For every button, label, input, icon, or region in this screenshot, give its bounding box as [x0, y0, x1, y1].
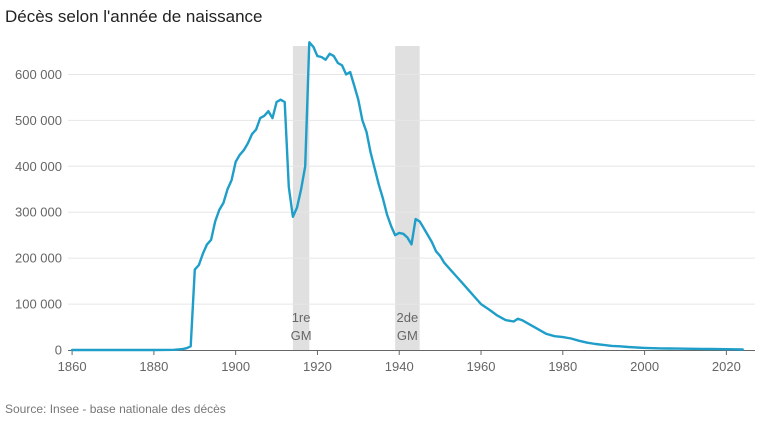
y-tick-label-3: 300 000 — [15, 205, 62, 220]
y-axis-ticks: 0 100 000 200 000 300 000 400 000 500 000 600 … — [15, 67, 62, 358]
x-tick-label-2: 1900 — [221, 359, 250, 374]
x-tick-label-6: 1980 — [548, 359, 577, 374]
x-tick-label-8: 2020 — [712, 359, 741, 374]
x-axis-ticks: 1860 1880 1900 1920 1940 1960 1980 2000 2020 — [58, 350, 741, 374]
grid-lines — [68, 73, 755, 305]
chart-title: Décès selon l'année de naissance — [5, 7, 262, 26]
x-tick-label-1: 1880 — [139, 359, 168, 374]
period-label-1-line-1: GM — [397, 328, 418, 343]
period-label-0-line-1: GM — [291, 328, 312, 343]
series-line-0 — [70, 41, 744, 352]
source-note: Source: Insee - base nationale des décès — [5, 402, 226, 416]
shaded-periods — [292, 46, 420, 350]
y-tick-label-5: 500 000 — [15, 113, 62, 128]
x-tick-label-3: 1920 — [303, 359, 332, 374]
x-tick-label-0: 1860 — [58, 359, 87, 374]
series-group — [70, 41, 744, 352]
x-tick-label-7: 2000 — [630, 359, 659, 374]
y-tick-label-2: 200 000 — [15, 251, 62, 266]
shaded-period-1 — [395, 46, 420, 350]
y-tick-label-6: 600 000 — [15, 67, 62, 82]
x-tick-label-5: 1960 — [467, 359, 496, 374]
y-tick-label-0: 0 — [55, 343, 62, 358]
period-label-0-line-0: 1re — [292, 310, 311, 325]
shaded-period-0 — [292, 46, 310, 350]
x-tick-label-4: 1940 — [385, 359, 414, 374]
period-labels: 1re GM 2de GM — [291, 310, 419, 343]
period-label-1-line-0: 2de — [397, 310, 419, 325]
y-tick-label-1: 100 000 — [15, 297, 62, 312]
y-tick-label-4: 400 000 — [15, 159, 62, 174]
